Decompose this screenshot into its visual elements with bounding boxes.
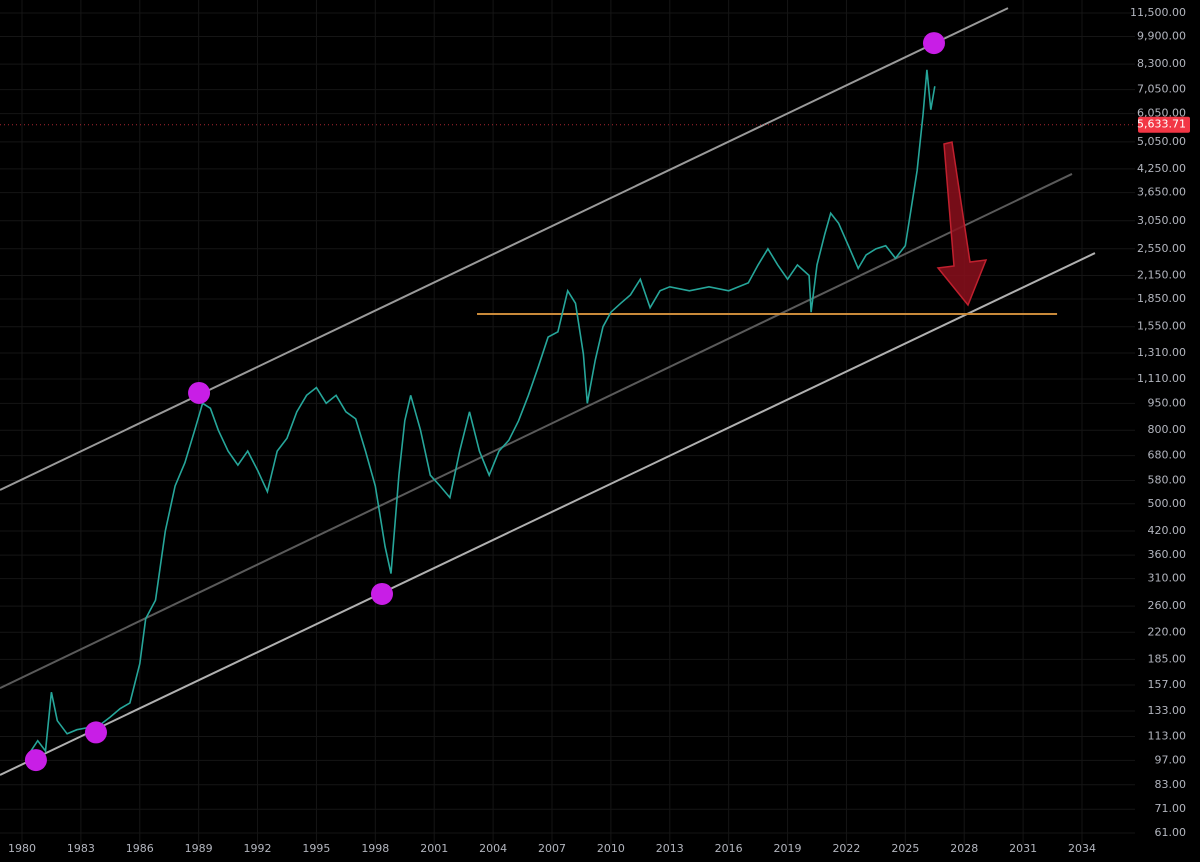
y-tick-label: 3,650.00 xyxy=(1137,186,1186,199)
y-tick-label: 360.00 xyxy=(1148,548,1187,561)
x-tick-label: 1992 xyxy=(244,842,272,855)
x-tick-label: 1998 xyxy=(361,842,389,855)
last-price-tag xyxy=(1138,116,1190,133)
x-tick-label: 1983 xyxy=(67,842,95,855)
touch-point xyxy=(188,381,211,404)
plot xyxy=(0,7,1135,776)
x-tick-label: 2004 xyxy=(479,842,507,855)
trend-line xyxy=(0,252,1096,776)
arrow xyxy=(936,141,988,307)
y-tick-label: 1,550.00 xyxy=(1137,320,1186,333)
x-tick-label: 2001 xyxy=(420,842,448,855)
x-tick-label: 2013 xyxy=(656,842,684,855)
y-tick-label: 800.00 xyxy=(1148,423,1187,436)
y-tick-label: 8,300.00 xyxy=(1137,57,1186,70)
x-tick-label: 2019 xyxy=(774,842,802,855)
y-tick-label: 61.00 xyxy=(1155,826,1187,839)
y-tick-label: 7,050.00 xyxy=(1137,83,1186,96)
x-tick-label: 2028 xyxy=(950,842,978,855)
y-tick-label: 5,050.00 xyxy=(1137,135,1186,148)
y-tick-label: 4,250.00 xyxy=(1137,162,1186,175)
y-tick-label: 6,050.00 xyxy=(1137,107,1186,120)
grid xyxy=(0,0,1135,845)
y-tick-label: 11,500.00 xyxy=(1130,6,1186,19)
y-tick-label: 2,550.00 xyxy=(1137,242,1186,255)
price-line xyxy=(27,69,936,757)
y-tick-label: 3,050.00 xyxy=(1137,214,1186,227)
y-tick-label: 157.00 xyxy=(1148,678,1187,691)
y-tick-label: 1,110.00 xyxy=(1137,372,1186,385)
y-tick-label: 1,850.00 xyxy=(1137,292,1186,305)
x-tick-label: 2010 xyxy=(597,842,625,855)
axes: 1980 1983 1986 1989 1992 1995 1998 2001 2004 2007… xyxy=(8,6,1190,855)
touch-point xyxy=(370,582,393,605)
x-tick-label: 2016 xyxy=(715,842,743,855)
trend-line xyxy=(0,173,1073,689)
touch-point xyxy=(84,721,107,744)
y-tick-label: 2,150.00 xyxy=(1137,268,1186,281)
y-tick-label: 310.00 xyxy=(1148,572,1187,585)
x-tick-label: 2034 xyxy=(1068,842,1096,855)
touch-point xyxy=(922,32,945,55)
y-tick-label: 500.00 xyxy=(1148,497,1187,510)
x-tick-label: 1986 xyxy=(126,842,154,855)
y-tick-label: 680.00 xyxy=(1148,449,1187,462)
last-price-label: 5,633.71 xyxy=(1137,118,1186,131)
y-tick-label: 950.00 xyxy=(1148,396,1187,409)
y-tick-label: 185.00 xyxy=(1148,652,1187,665)
y-tick-label: 260.00 xyxy=(1148,599,1187,612)
y-tick-label: 220.00 xyxy=(1148,625,1187,638)
x-tick-label: 2007 xyxy=(538,842,566,855)
forecast-arrow xyxy=(936,141,988,307)
y-tick-label: 420.00 xyxy=(1148,524,1187,537)
x-tick-label: 1989 xyxy=(185,842,213,855)
y-tick-label: 580.00 xyxy=(1148,474,1187,487)
x-tick-label: 2025 xyxy=(891,842,919,855)
y-tick-label: 1,310.00 xyxy=(1137,346,1186,359)
x-tick-label: 2022 xyxy=(832,842,860,855)
x-tick-label: 1995 xyxy=(302,842,330,855)
x-tick-label: 1980 xyxy=(8,842,36,855)
trend-line xyxy=(0,7,1009,491)
y-tick-label: 113.00 xyxy=(1148,730,1187,743)
y-tick-label: 9,900.00 xyxy=(1137,29,1186,42)
y-tick-label: 83.00 xyxy=(1155,778,1187,791)
touch-point xyxy=(24,749,47,772)
y-tick-label: 133.00 xyxy=(1148,704,1187,717)
x-tick-label: 2031 xyxy=(1009,842,1037,855)
y-tick-label: 97.00 xyxy=(1155,753,1187,766)
y-tick-label: 71.00 xyxy=(1155,802,1187,815)
